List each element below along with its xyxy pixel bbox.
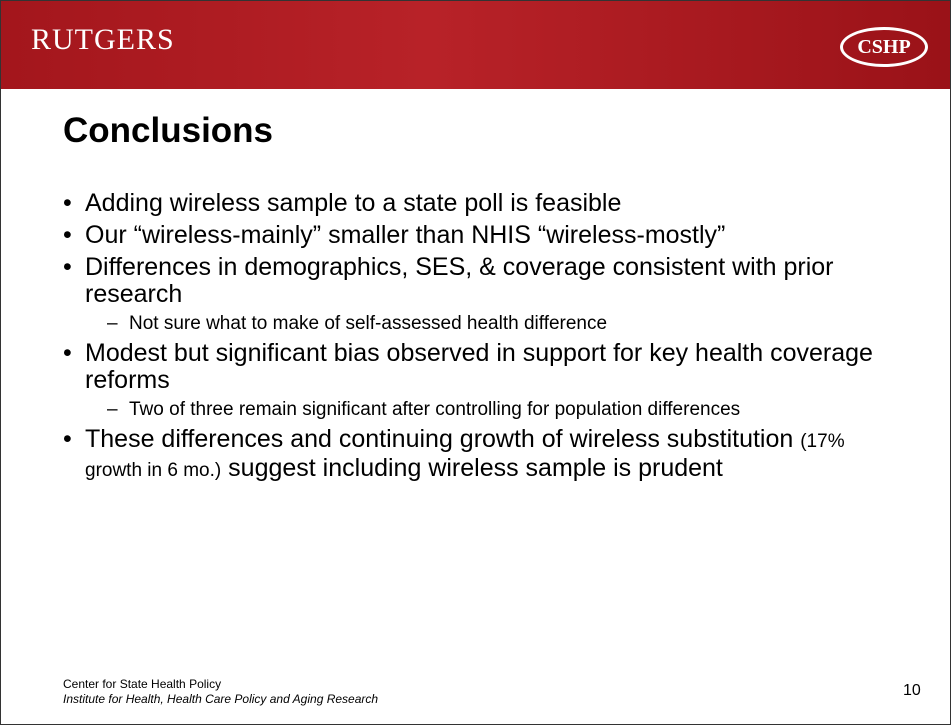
- footer-line: Institute for Health, Health Care Policy…: [63, 692, 379, 706]
- bullet-note: (17% growth in 6 mo.): [85, 431, 845, 481]
- header-band: RUTGERS CSHP: [1, 1, 950, 89]
- bullet-text: Adding wireless sample to a state poll i…: [85, 189, 622, 217]
- cshp-logo: CSHP: [840, 27, 928, 67]
- sub-bullet: Two of three remain significant after co…: [85, 399, 893, 421]
- sub-bullet: Not sure what to make of self-assessed h…: [85, 313, 893, 335]
- rutgers-logo: RUTGERS: [31, 23, 175, 56]
- sub-bullet-text: Not sure what to make of self-assessed h…: [129, 313, 608, 334]
- page-number: 10: [903, 682, 921, 699]
- bullet: Adding wireless sample to a state poll i…: [63, 189, 893, 218]
- bullet: Differences in demographics, SES, & cove…: [63, 253, 893, 336]
- bullet-text: Modest but significant bias observed in …: [85, 339, 873, 394]
- bullet-text: Our “wireless-mainly” smaller than NHIS …: [85, 221, 726, 249]
- footer-line: Center for State Health Policy: [63, 677, 222, 691]
- sub-bullet-text: Two of three remain significant after co…: [129, 399, 741, 420]
- bullet: These differences and continuing growth …: [63, 426, 893, 484]
- bullet: Our “wireless-mainly” smaller than NHIS …: [63, 221, 893, 250]
- bullet-text: suggest including wireless sample is pru…: [221, 454, 723, 482]
- slide-title: Conclusions: [63, 111, 274, 150]
- bullet: Modest but significant bias observed in …: [63, 339, 893, 422]
- bullet-text: These differences and continuing growth …: [85, 425, 801, 453]
- bullet-list: Adding wireless sample to a state poll i…: [63, 185, 893, 484]
- bullet-text: Differences in demographics, SES, & cove…: [85, 253, 834, 308]
